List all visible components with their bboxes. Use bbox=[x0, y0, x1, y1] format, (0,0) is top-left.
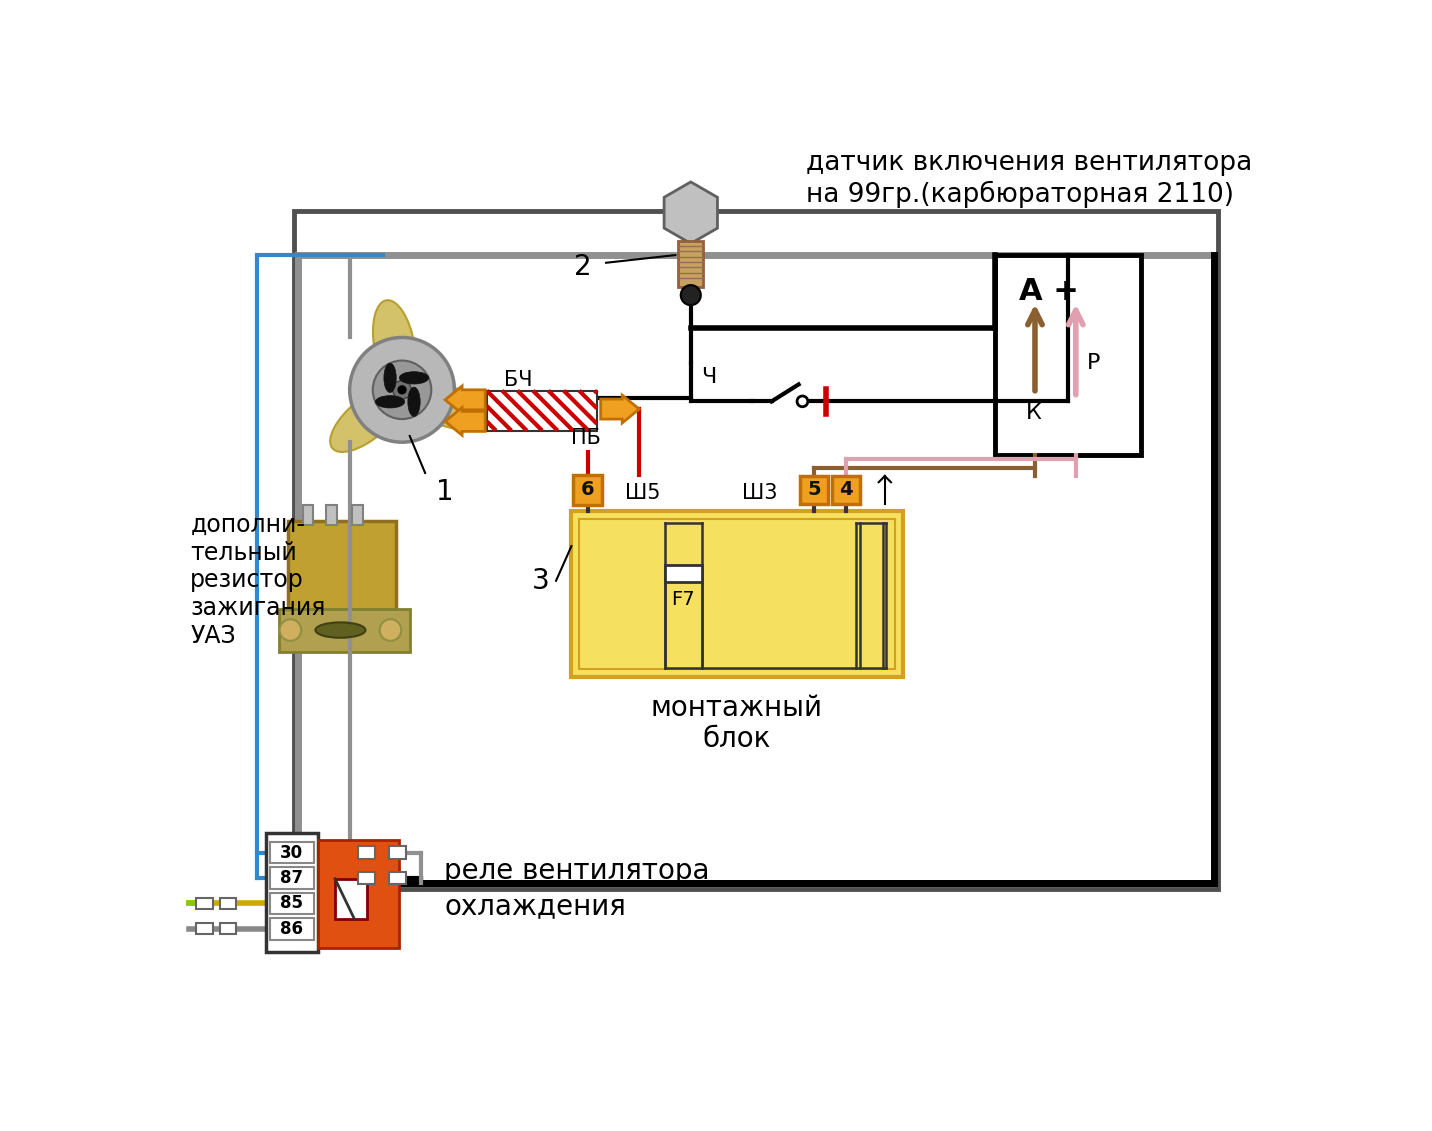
Bar bbox=[219, 923, 236, 934]
Text: 6: 6 bbox=[581, 481, 594, 500]
Text: Ч: Ч bbox=[702, 366, 717, 387]
Bar bbox=[288, 520, 395, 621]
Polygon shape bbox=[664, 182, 717, 243]
Circle shape bbox=[398, 386, 407, 395]
Text: реле вентилятора: реле вентилятора bbox=[444, 857, 710, 886]
Bar bbox=[487, 390, 597, 431]
Ellipse shape bbox=[372, 300, 415, 391]
Bar bbox=[358, 872, 375, 884]
Text: тельный: тельный bbox=[190, 541, 296, 564]
Bar bbox=[266, 832, 318, 952]
Text: резистор: резистор bbox=[190, 569, 304, 593]
Bar bbox=[390, 846, 405, 858]
Text: А +: А + bbox=[1020, 277, 1078, 305]
Bar bbox=[196, 898, 213, 909]
Circle shape bbox=[279, 620, 301, 641]
Text: охлаждения: охлаждения bbox=[444, 891, 626, 920]
Bar bbox=[318, 840, 400, 948]
Text: F7: F7 bbox=[672, 590, 695, 608]
Bar bbox=[219, 898, 236, 909]
Text: 86: 86 bbox=[281, 920, 304, 938]
Bar bbox=[335, 879, 368, 918]
Text: 3: 3 bbox=[533, 567, 550, 595]
Text: 87: 87 bbox=[281, 869, 304, 887]
FancyArrow shape bbox=[445, 386, 485, 414]
Bar bbox=[326, 506, 337, 525]
Circle shape bbox=[680, 285, 700, 305]
Bar bbox=[279, 610, 410, 651]
Ellipse shape bbox=[384, 363, 397, 392]
Bar bbox=[390, 872, 405, 884]
Text: 85: 85 bbox=[281, 895, 304, 913]
Text: зажигания: зажигания bbox=[190, 596, 325, 620]
Bar bbox=[995, 256, 1141, 456]
Text: К: К bbox=[1025, 403, 1041, 423]
Ellipse shape bbox=[408, 387, 420, 416]
Bar bbox=[269, 892, 314, 914]
Bar bbox=[302, 506, 314, 525]
Ellipse shape bbox=[331, 385, 405, 452]
Bar bbox=[358, 846, 375, 858]
Text: Ш3: Ш3 bbox=[742, 483, 778, 503]
Circle shape bbox=[372, 361, 431, 420]
Text: УАЗ: УАЗ bbox=[190, 624, 236, 648]
Text: дополни-: дополни- bbox=[190, 513, 305, 537]
Bar bbox=[800, 476, 828, 503]
Bar bbox=[571, 511, 902, 677]
Text: монтажный: монтажный bbox=[652, 694, 823, 722]
Bar bbox=[269, 918, 314, 940]
Circle shape bbox=[379, 620, 401, 641]
Ellipse shape bbox=[400, 380, 488, 430]
Ellipse shape bbox=[375, 396, 405, 408]
Bar bbox=[832, 476, 861, 503]
Bar bbox=[269, 841, 314, 863]
Text: блок: блок bbox=[703, 725, 772, 753]
Ellipse shape bbox=[315, 622, 365, 638]
FancyArrow shape bbox=[445, 407, 485, 435]
Text: на 99гр.(карбюраторная 2110): на 99гр.(карбюраторная 2110) bbox=[806, 180, 1234, 208]
Text: Р: Р bbox=[1087, 353, 1101, 373]
Text: Ш5: Ш5 bbox=[624, 483, 660, 503]
Bar bbox=[579, 519, 895, 670]
Text: 30: 30 bbox=[281, 844, 304, 862]
Text: 2: 2 bbox=[574, 252, 591, 280]
Circle shape bbox=[392, 380, 411, 399]
Bar bbox=[196, 923, 213, 934]
Bar bbox=[664, 564, 702, 581]
Text: ПБ: ПБ bbox=[571, 428, 601, 448]
Bar bbox=[352, 506, 362, 525]
Bar bbox=[269, 867, 314, 889]
Bar bbox=[573, 475, 603, 504]
Text: 4: 4 bbox=[839, 481, 853, 500]
Text: датчик включения вентилятора: датчик включения вентилятора bbox=[806, 149, 1253, 175]
Circle shape bbox=[798, 396, 808, 407]
Text: БЧ: БЧ bbox=[504, 370, 533, 390]
Bar bbox=[294, 211, 1219, 889]
Text: 5: 5 bbox=[808, 481, 821, 500]
Bar bbox=[679, 241, 703, 287]
FancyArrow shape bbox=[600, 395, 639, 423]
Ellipse shape bbox=[400, 372, 428, 385]
Circle shape bbox=[349, 337, 454, 442]
Text: 1: 1 bbox=[435, 478, 453, 507]
